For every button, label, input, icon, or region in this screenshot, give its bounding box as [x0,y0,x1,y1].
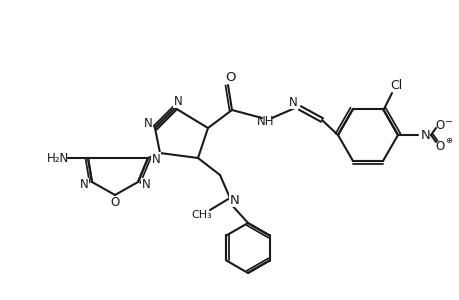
Text: N: N [173,94,182,107]
Text: N: N [151,152,160,166]
Text: O: O [225,70,236,83]
Text: NH: NH [257,115,274,128]
Text: N: N [79,178,88,191]
Text: N: N [143,116,152,130]
Text: H₂N: H₂N [47,152,69,164]
Text: N: N [141,178,150,191]
Text: N: N [288,95,297,109]
Text: N: N [230,194,239,206]
Text: N: N [420,128,430,142]
Text: O: O [434,118,444,131]
Text: CH₃: CH₃ [191,210,212,220]
Text: ⊕: ⊕ [444,136,452,145]
Text: O: O [110,196,119,209]
Text: Cl: Cl [389,79,401,92]
Text: O: O [434,140,444,152]
Text: −: − [444,117,452,127]
